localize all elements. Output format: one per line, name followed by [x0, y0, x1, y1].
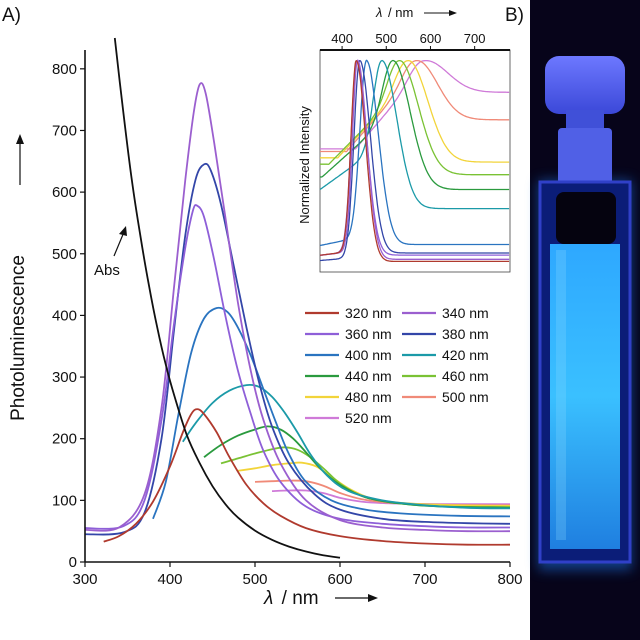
main-y-tick-label: 200 — [52, 431, 77, 448]
absorbance-curve — [113, 37, 341, 559]
pl-curve-320-nm — [103, 408, 511, 546]
x-title-arrow — [335, 594, 378, 602]
main-x-tick-label: 800 — [497, 571, 522, 588]
abs-label: Abs — [94, 262, 120, 279]
main-y-tick-label: 0 — [69, 554, 77, 571]
legend-entry: 480 nm — [345, 389, 392, 405]
cuvette-highlight — [556, 250, 566, 540]
legend-entry: 320 nm — [345, 305, 392, 321]
main-y-tick-label: 800 — [52, 61, 77, 78]
legend-entry: 380 nm — [442, 326, 489, 342]
main-y-tick-label: 400 — [52, 307, 77, 324]
main-x-ticks: 300 400 500 600 700 800 — [72, 562, 523, 588]
legend-entry: 340 nm — [442, 305, 489, 321]
cuvette-liquid — [550, 244, 620, 549]
cuvette-cap-neck — [566, 110, 604, 132]
inset-x-ticks: 400 500 600 700 — [331, 31, 486, 50]
main-y-axis-title: Photoluminescence — [8, 255, 29, 421]
legend-entry: 400 nm — [345, 347, 392, 363]
legend-entry: 440 nm — [345, 368, 392, 384]
norm-curve-400-nm — [319, 59, 510, 247]
inset-x-tick-label: 400 — [331, 31, 353, 46]
main-y-tick-label: 300 — [52, 369, 77, 386]
main-x-tick-label: 600 — [327, 571, 352, 588]
main-x-axis-title: λ / nm — [263, 588, 319, 609]
main-chart: 300 400 500 600 700 800 0 100 200 300 400 500 600 70… — [8, 37, 523, 609]
y-title-arrow — [16, 134, 24, 185]
abs-arrow — [113, 226, 127, 257]
norm-curve-340-nm — [319, 59, 510, 260]
pl-curve-420-nm — [182, 383, 511, 510]
main-y-tick-label: 700 — [52, 122, 77, 139]
pl-curve-360-nm — [84, 204, 511, 530]
norm-curve-380-nm — [319, 59, 510, 262]
pl-curve-440-nm — [203, 425, 511, 509]
legend-entry: 500 nm — [442, 389, 489, 405]
main-y-ticks: 0 100 200 300 400 500 600 700 800 — [52, 61, 85, 571]
cuvette-air-gap — [556, 192, 616, 244]
panel-label-b: B) — [505, 5, 524, 26]
inset-x-unit: / nm — [388, 5, 413, 20]
legend-entry: 460 nm — [442, 368, 489, 384]
inset-y-axis-title: Normalized Intensity — [297, 106, 312, 224]
legend-entry: 360 nm — [345, 326, 392, 342]
main-y-tick-label: 100 — [52, 492, 77, 509]
pl-curve-340-nm — [84, 82, 511, 533]
panel-label-a: A) — [2, 5, 21, 26]
norm-curve-320-nm — [319, 60, 510, 263]
inset-x-title-arrow — [424, 10, 457, 16]
main-x-tick-label: 700 — [412, 571, 437, 588]
norm-curve-420-nm — [319, 59, 510, 210]
main-series-group — [84, 82, 511, 546]
legend-entry: 520 nm — [345, 410, 392, 426]
inset-x-axis-title: λ / nm — [375, 5, 413, 20]
cuvette-photo — [530, 0, 640, 640]
main-x-tick-label: 400 — [157, 571, 182, 588]
inset-x-tick-label: 600 — [420, 31, 442, 46]
legend-entry: 420 nm — [442, 347, 489, 363]
main-y-tick-label: 500 — [52, 246, 77, 263]
main-x-unit: / nm — [282, 588, 319, 609]
main-x-tick-label: 500 — [242, 571, 267, 588]
main-x-tick-label: 300 — [72, 571, 97, 588]
legend: 320 nm 340 nm 360 nm 380 nm 400 nm 420 nm 440 … — [305, 305, 489, 426]
main-y-tick-label: 600 — [52, 184, 77, 201]
inset-x-symbol: λ — [375, 5, 382, 20]
main-x-symbol: λ — [263, 588, 273, 609]
inset-x-tick-label: 500 — [375, 31, 397, 46]
inset-x-tick-label: 700 — [464, 31, 486, 46]
cuvette-cap-top — [545, 56, 625, 114]
cuvette-cap-collar — [558, 128, 612, 184]
inset-series-group — [319, 59, 510, 263]
inset-chart: 400 500 600 700 Normalized Intensity λ / nm — [297, 5, 511, 273]
inset-frame — [319, 49, 511, 273]
